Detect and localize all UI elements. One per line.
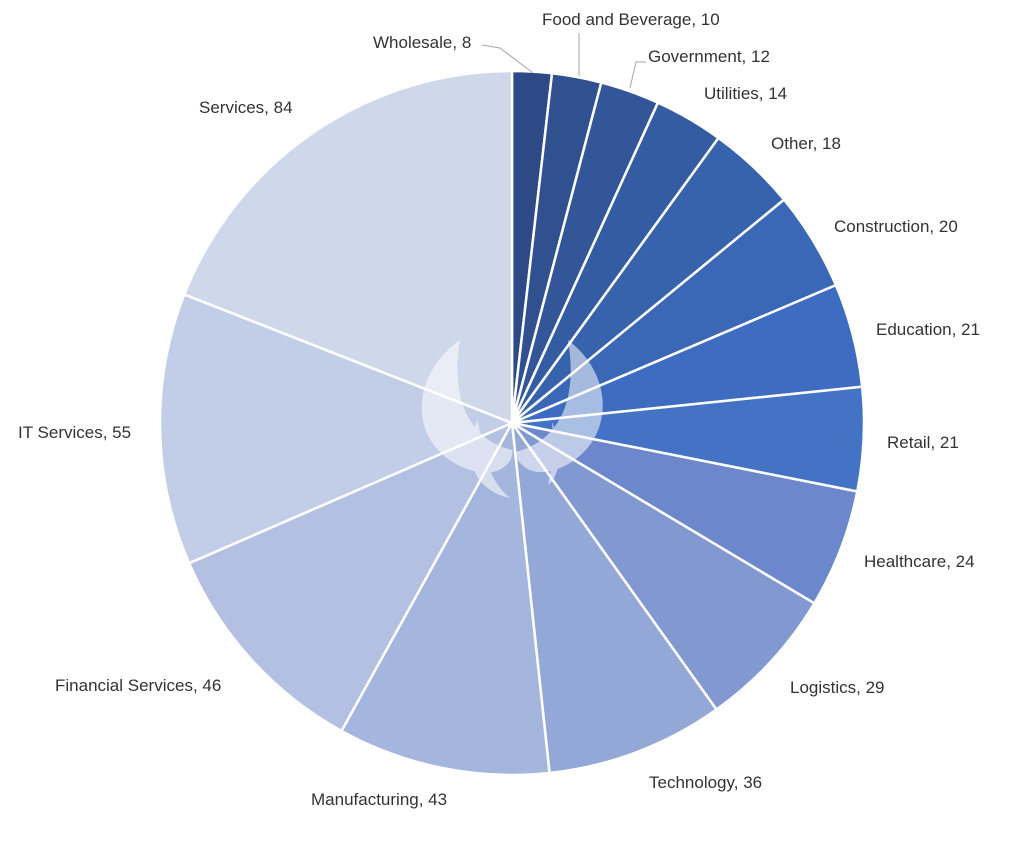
pie-slice-it-services <box>158 292 516 565</box>
pie-slices <box>158 69 866 777</box>
pie-slice-financial-services <box>187 420 515 733</box>
data-label-financial-services: Financial Services, 46 <box>55 676 221 695</box>
data-label-retail: Retail, 21 <box>887 433 959 452</box>
pie-slice-logistics <box>510 421 817 712</box>
data-label-services: Services, 84 <box>199 98 293 117</box>
pie-slice-services <box>182 69 514 425</box>
data-label-utilities: Utilities, 14 <box>704 84 787 103</box>
data-labels: Wholesale, 8 Food and Beverage, 10 Governm… <box>18 10 980 809</box>
leader-line-government <box>629 61 646 89</box>
data-label-education: Education, 21 <box>876 320 980 339</box>
pie-slice-technology <box>510 418 719 775</box>
data-label-construction: Construction, 20 <box>834 217 958 236</box>
watermark-logo <box>421 340 603 498</box>
data-label-government: Government, 12 <box>648 47 770 66</box>
data-label-logistics: Logistics, 29 <box>790 678 885 697</box>
data-label-food-and-beverage: Food and Beverage, 10 <box>542 10 720 29</box>
leader-lines <box>481 33 646 89</box>
data-label-manufacturing: Manufacturing, 43 <box>311 790 447 809</box>
data-label-technology: Technology, 36 <box>649 773 762 792</box>
pie-slice-manufacturing <box>339 418 551 777</box>
data-label-other: Other, 18 <box>771 134 841 153</box>
data-label-it-services: IT Services, 55 <box>18 423 131 442</box>
data-label-wholesale: Wholesale, 8 <box>373 33 471 52</box>
data-label-healthcare: Healthcare, 24 <box>864 552 975 571</box>
leader-line-wholesale <box>481 44 534 74</box>
